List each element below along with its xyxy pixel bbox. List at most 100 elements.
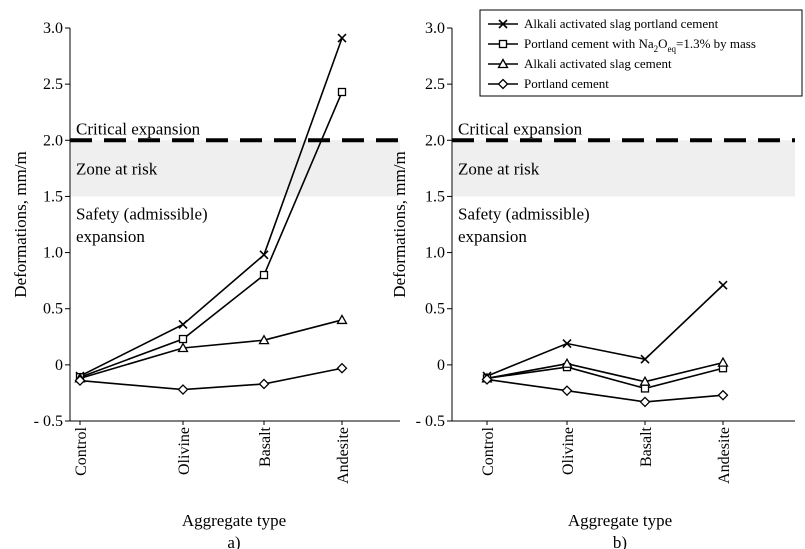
data-point [562,338,572,349]
legend-marker [497,78,509,90]
data-point-marker [336,362,348,374]
x-tick-label: Andesite [716,427,733,484]
legend-label-part: Portland cement [524,76,609,91]
data-point-marker [481,374,493,385]
series-line [486,366,724,390]
data-point-marker [337,87,347,97]
legend-marker [498,39,508,49]
legend-label-part: O [658,36,667,51]
series-line [79,37,343,377]
legend-label: Portland cement with Na2Oeq=1.3% by mass [524,36,756,54]
series-line [79,91,343,378]
risk-zone-band [453,140,795,197]
data-point-marker [336,314,348,325]
critical-expansion-label: Critical expansion [458,119,583,138]
legend-marker [497,58,509,69]
data-point-marker [258,334,270,345]
x-axis-label: Aggregate type [182,511,286,530]
panel-caption: a) [227,533,240,549]
data-point-marker [562,338,572,349]
data-point-marker [258,378,270,390]
legend-marker [497,58,509,69]
legend-label-part: Alkali activated slag portland cement [524,16,719,31]
data-point [640,354,650,364]
y-tick-label: 2.5 [43,76,63,93]
legend-label: Alkali activated slag cement [524,56,672,71]
data-point [561,385,573,397]
data-point-marker [718,280,728,290]
zone-at-risk-label: Zone at risk [76,159,158,178]
legend-marker [498,39,508,49]
data-point [259,270,269,280]
x-tick-label: Basalt [257,426,274,467]
data-point [74,375,86,386]
data-point-marker [717,389,729,401]
y-tick-label: 1.5 [43,188,63,205]
data-point-marker [561,357,573,368]
data-point-marker [177,384,189,395]
y-tick-label: 0 [437,357,445,374]
data-point [178,334,188,344]
legend-label-part: eq [668,44,677,54]
data-point-marker [74,375,86,386]
y-tick-label: 3.0 [43,20,63,37]
y-tick-label: - 0.5 [416,413,445,430]
legend-label: Portland cement [524,76,609,91]
data-point-marker [178,334,188,344]
x-axis-label: Aggregate type [568,511,672,530]
y-tick-label: 2.5 [425,76,445,93]
data-point [258,334,270,345]
panel-caption: b) [613,533,627,549]
legend-label-part: =1.3% by mass [676,36,756,51]
x-tick-label: Olivine [560,427,577,475]
data-point [337,33,347,43]
data-point [717,389,729,401]
x-tick-label: Control [480,426,497,475]
y-tick-label: 1.0 [43,245,63,262]
data-point-marker [337,33,347,43]
y-axis-label: Deformations, mm/m [390,151,409,297]
data-point-marker [259,250,269,260]
safety-expansion-label: Safety (admissible) [76,205,208,224]
data-point [561,357,573,368]
legend-marker [498,19,508,29]
legend-label-part: 2 [654,44,659,54]
y-tick-label: 0.5 [425,301,445,318]
data-point [718,280,728,290]
x-tick-label: Basalt [638,426,655,467]
legend-marker [498,19,508,29]
data-point-marker [259,270,269,280]
y-axis-label: Deformations, mm/m [11,151,30,297]
data-point-marker [639,375,651,386]
legend-label-part: Portland cement with Na [524,36,654,51]
data-point [639,396,651,408]
legend-label: Alkali activated slag portland cement [524,16,719,31]
y-tick-label: 0 [55,357,63,374]
legend-marker [497,78,509,90]
safety-expansion-label: Safety (admissible) [458,205,590,224]
data-point-marker [561,385,573,397]
data-point [481,374,493,385]
data-point [717,356,729,367]
series-line [486,284,724,377]
data-point-marker [717,356,729,367]
safety-expansion-label: expansion [76,227,145,246]
y-tick-label: 2.0 [43,132,63,149]
data-point [177,384,189,395]
risk-zone-band [71,140,400,197]
safety-expansion-label: expansion [458,227,527,246]
data-point-marker [178,319,188,329]
x-tick-label: Andesite [335,427,352,484]
data-point [336,362,348,374]
data-point [177,342,189,353]
y-tick-label: 2.0 [425,132,445,149]
y-tick-label: 1.5 [425,188,445,205]
y-tick-label: 3.0 [425,20,445,37]
data-point [337,87,347,97]
data-point-marker [640,354,650,364]
y-tick-label: - 0.5 [34,413,63,430]
y-tick-label: 1.0 [425,245,445,262]
data-point [259,250,269,260]
series-line [486,361,724,383]
